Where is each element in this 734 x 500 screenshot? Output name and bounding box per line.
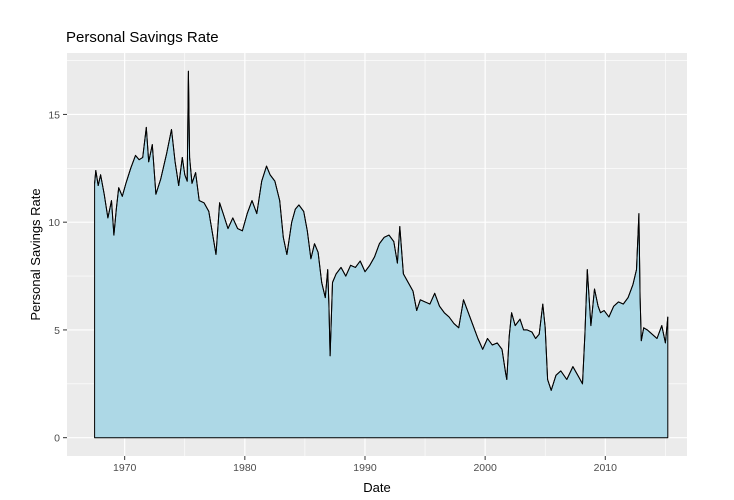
y-axis-title: Personal Savings Rate bbox=[28, 188, 43, 320]
y-tick-label: 15 bbox=[48, 109, 60, 121]
y-axis-ticks: 0 5 10 15 bbox=[48, 109, 67, 445]
x-axis-title: Date bbox=[363, 480, 390, 495]
y-tick-label: 5 bbox=[54, 325, 60, 337]
x-tick-label: 2000 bbox=[473, 462, 497, 474]
chart-title: Personal Savings Rate bbox=[66, 29, 219, 46]
y-tick-label: 10 bbox=[48, 217, 60, 229]
series-line bbox=[94, 70, 669, 391]
x-tick-label: 1990 bbox=[353, 462, 377, 474]
x-axis-ticks: 1970 1980 1990 2000 2010 bbox=[113, 456, 617, 474]
x-tick-label: 1970 bbox=[113, 462, 137, 474]
y-tick-label: 0 bbox=[54, 433, 60, 445]
x-tick-label: 2010 bbox=[594, 462, 618, 474]
x-tick-label: 1980 bbox=[233, 462, 257, 474]
